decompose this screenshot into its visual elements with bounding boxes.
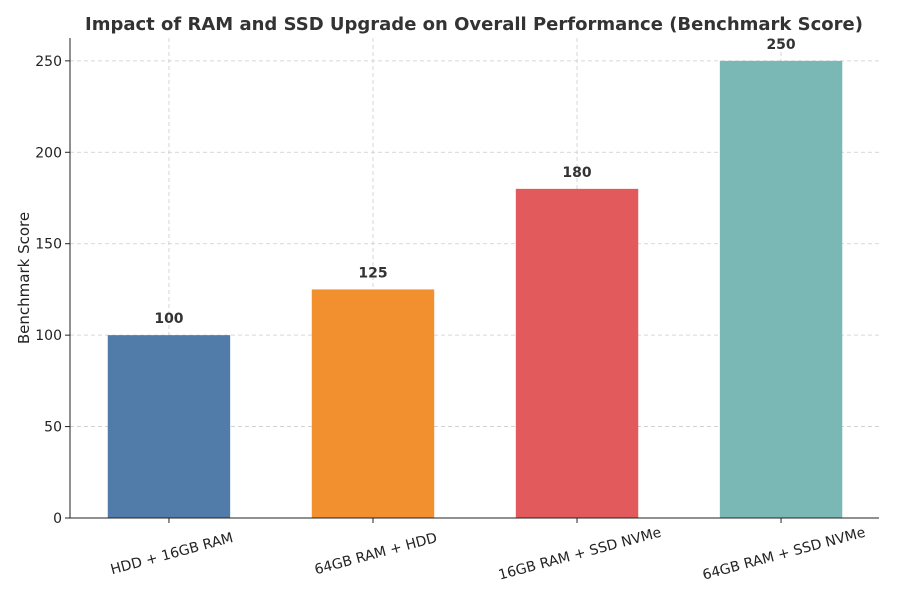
data-label: 125 bbox=[358, 265, 387, 281]
y-tick-label: 200 bbox=[35, 145, 62, 161]
bar bbox=[311, 289, 435, 518]
bars bbox=[107, 60, 843, 518]
y-axis-label: Benchmark Score bbox=[15, 212, 33, 344]
bar bbox=[719, 60, 843, 518]
y-tick-label: 0 bbox=[53, 511, 62, 527]
bar bbox=[107, 335, 231, 518]
bar bbox=[515, 188, 639, 518]
x-tick-label: 64GB RAM + HDD bbox=[313, 530, 439, 578]
y-tick-label: 150 bbox=[35, 237, 62, 253]
x-tick-label: HDD + 16GB RAM bbox=[109, 530, 235, 578]
chart-title: Impact of RAM and SSD Upgrade on Overall… bbox=[85, 14, 863, 35]
data-label: 180 bbox=[562, 165, 591, 181]
y-tick-label: 50 bbox=[44, 420, 62, 436]
y-tick-label: 250 bbox=[35, 54, 62, 70]
x-tick-label: 64GB RAM + SSD NVMe bbox=[701, 525, 867, 584]
data-label: 100 bbox=[154, 311, 183, 327]
x-tick-label: 16GB RAM + SSD NVMe bbox=[497, 525, 663, 584]
x-ticks: HDD + 16GB RAM 64GB RAM + HDD 16GB RAM + S… bbox=[109, 518, 867, 584]
y-tick-label: 100 bbox=[35, 328, 62, 344]
axes bbox=[69, 38, 879, 519]
data-label: 250 bbox=[766, 37, 795, 53]
data-labels: 100 125 180 250 bbox=[154, 37, 796, 327]
y-ticks: 0 50 100 150 200 250 bbox=[35, 54, 70, 527]
